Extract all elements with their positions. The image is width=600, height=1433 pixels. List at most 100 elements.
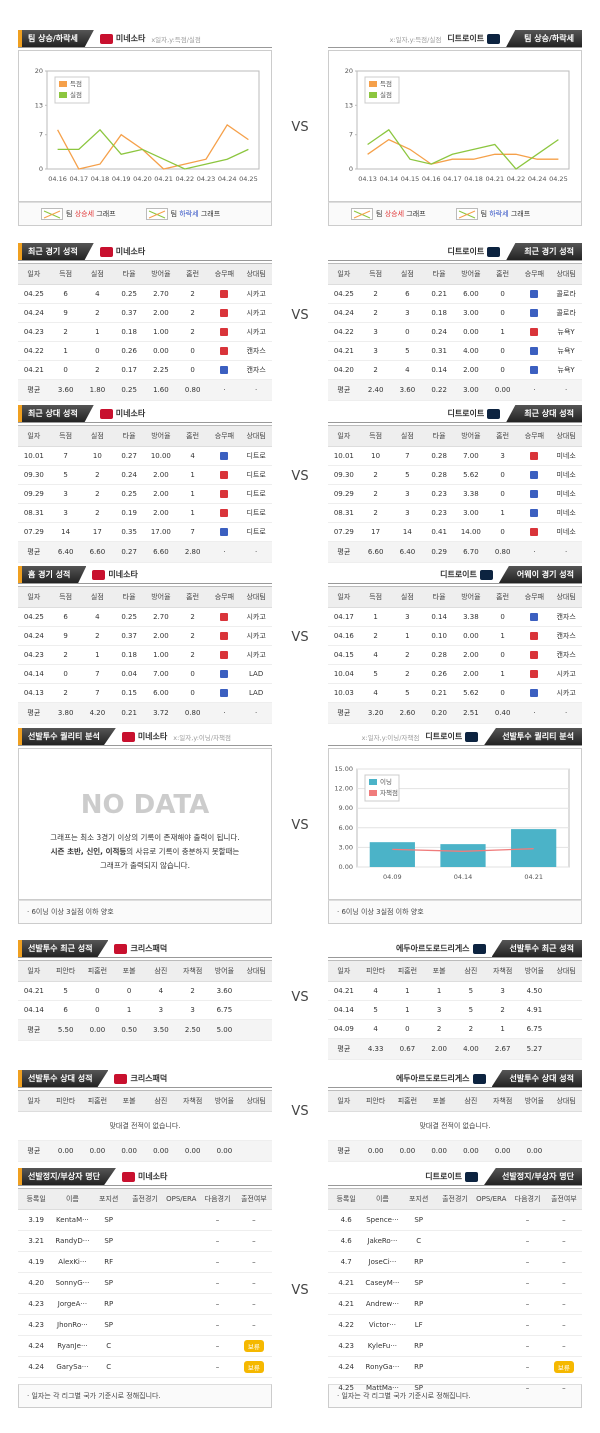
- message-text: 그래프가 출력되지 않습니다.: [100, 861, 190, 870]
- cell: 0.50: [113, 1019, 145, 1041]
- row: 4.19 AlexKi··· RF – –: [18, 1251, 272, 1273]
- cell-text: 미네소: [556, 490, 576, 498]
- cell-text: 0.25: [121, 290, 137, 298]
- row: 09.29 3 2 0.25 2.00 1 디트로: [18, 484, 272, 504]
- no-data: NO DATA 그래프는 최소 3경기 이상의 기록이 존재해야 출력이 됩니다.…: [19, 749, 271, 873]
- cell-text: 0.00: [153, 347, 169, 355]
- cell-text: 0: [405, 328, 410, 336]
- cell-text: 0.14: [431, 366, 447, 374]
- result-icon: [220, 309, 229, 317]
- cell-text: 1: [190, 471, 195, 479]
- cell-text: 0.14: [431, 613, 447, 621]
- legend-item: 팀 하락세 그래프: [455, 208, 530, 220]
- cell: –: [235, 1209, 272, 1231]
- cell-text: 6.60: [367, 548, 384, 556]
- cell-text: 0.00: [463, 1147, 479, 1155]
- result-icon: [530, 471, 539, 479]
- cell: –: [509, 1293, 546, 1315]
- cell-text: 5.62: [463, 471, 479, 479]
- cell: 캔자스: [550, 645, 582, 665]
- cell-text: 0.67: [399, 1045, 416, 1053]
- column-header: 타율: [113, 425, 145, 447]
- table-wrap: 등록일 이름 포지션 출전경기 OPS/ERA 다음경기 출전여부 4.6 Spence··· S…: [328, 1188, 582, 1399]
- cell: 04.21: [328, 981, 360, 1001]
- cell-text: ·: [533, 709, 536, 717]
- cell: [163, 1230, 200, 1252]
- column-header: 포지션: [400, 1188, 437, 1210]
- cell: 2: [49, 322, 82, 342]
- row: 07.29 17 14 0.41 14.00 0 미네소: [328, 522, 582, 542]
- cell-text: JhonRo···: [57, 1321, 88, 1329]
- cell-text: 콜로라: [556, 309, 576, 317]
- cell-text: 캔자스: [246, 347, 266, 355]
- cell-text: 4.91: [526, 1006, 543, 1014]
- cell-text: 0.80: [184, 709, 201, 717]
- column-header: OPS/ERA: [163, 1188, 200, 1210]
- legend-label: 실점: [380, 90, 392, 99]
- cell: [163, 1293, 200, 1315]
- cell: 10: [359, 446, 392, 466]
- cell-text: SP: [104, 1279, 114, 1287]
- header-tab: 선발정지/부상자 명단: [18, 1168, 116, 1185]
- result-icon: [530, 528, 539, 536]
- cell: RF: [90, 1251, 127, 1273]
- cell-text: 2: [95, 509, 100, 517]
- cell: 0.00: [113, 1140, 145, 1162]
- cell-text: 0.25: [121, 490, 137, 498]
- cell-text: –: [215, 1342, 220, 1350]
- cell-text: 4.20: [89, 709, 106, 717]
- result-icon: [530, 328, 539, 336]
- cell-text: 6.70: [463, 548, 479, 556]
- cell-text: 2.51: [463, 709, 479, 717]
- result-icon: [530, 452, 539, 460]
- cell-text: 4.23: [28, 1321, 44, 1329]
- cell: 1: [113, 1000, 145, 1020]
- cell: 1: [81, 322, 114, 342]
- row: 4.7 JoseCi··· RP – –: [328, 1251, 582, 1273]
- panel-header: 선발투수 최근 성적 에두아르도로드리게스: [328, 940, 582, 958]
- cell: [208, 465, 241, 485]
- panel: 최근 상대 성적 디트로이트 일자 득점 실점 타율 방어율 홈런 승무패 상대팀 10.01 10 7…: [328, 405, 582, 563]
- cell: 1: [486, 626, 519, 646]
- cell-text: 0.00: [184, 1147, 201, 1155]
- cell: 0.00: [49, 1140, 82, 1162]
- row: 04.22 3 0 0.24 0.00 1 뉴욕Y: [328, 322, 582, 342]
- chart-box: 0.00 3.00 6.00 9.00 12.00 15.00 04.09 04.14 04.2…: [328, 748, 582, 900]
- table-wrap: 등록일 이름 포지션 출전경기 OPS/ERA 다음경기 출전여부 3.19 KentaM···…: [18, 1188, 272, 1382]
- cell-text: –: [252, 1258, 256, 1266]
- legend-suffix: 그래프: [406, 210, 426, 218]
- legend-item: 팀 상승세 그래프: [41, 208, 116, 220]
- cell-text: 17.00: [150, 528, 171, 536]
- cell-text: ·: [533, 548, 536, 556]
- cell: [208, 341, 241, 361]
- vs-label: VS: [291, 120, 309, 135]
- cell: 0: [486, 303, 519, 323]
- line: [57, 123, 249, 170]
- panel: 최근 경기 성적 미네소타 일자 득점 실점 타율 방어율 홈런 승무패 상대팀 04.25 6 4 0.…: [18, 243, 272, 401]
- panel: 최근 상대 성적 미네소타 일자 득점 실점 타율 방어율 홈런 승무패 상대팀 10.01 7 10 0…: [18, 405, 272, 563]
- chart: 0.00 3.00 6.00 9.00 12.00 15.00 04.09 04.14 04.2…: [334, 765, 570, 881]
- header-tab: 최근 상대 성적: [506, 405, 582, 422]
- cell-text: 04.25: [333, 290, 354, 298]
- cell-text: 4: [95, 290, 100, 298]
- result-icon: [530, 689, 539, 697]
- icon-line: [458, 210, 475, 219]
- column-header: 타율: [113, 586, 145, 608]
- cell-text: 콜로라: [556, 290, 576, 298]
- cell: 04.09: [328, 1019, 360, 1039]
- cell-text: –: [252, 1237, 256, 1245]
- cell-text: 0.00: [431, 1147, 447, 1155]
- chart-legend: 팀 상승세 그래프 팀 하락세 그래프: [328, 202, 582, 226]
- cell: 1.00: [145, 645, 177, 665]
- cell: 6.75: [208, 1000, 241, 1020]
- cell: 04.20: [328, 360, 360, 380]
- cell-text: 4: [373, 987, 378, 995]
- cell: 1: [423, 981, 455, 1001]
- header-row: 등록일 이름 포지션 출전경기 OPS/ERA 다음경기 출전여부: [328, 1188, 582, 1210]
- cell: [163, 1272, 200, 1294]
- stats-table: 일자 피안타 피홈런 포볼 삼진 자책점 방어율 상대팀 맞대결 전적이 없습니다. 평균 0.00…: [18, 1090, 272, 1162]
- column-header: 일자: [328, 425, 360, 447]
- cell: [163, 1209, 200, 1231]
- average-row: 평균 2.40 3.60 0.22 3.00 0.00 · ·: [328, 379, 582, 401]
- column-header: 피홈런: [391, 1090, 424, 1112]
